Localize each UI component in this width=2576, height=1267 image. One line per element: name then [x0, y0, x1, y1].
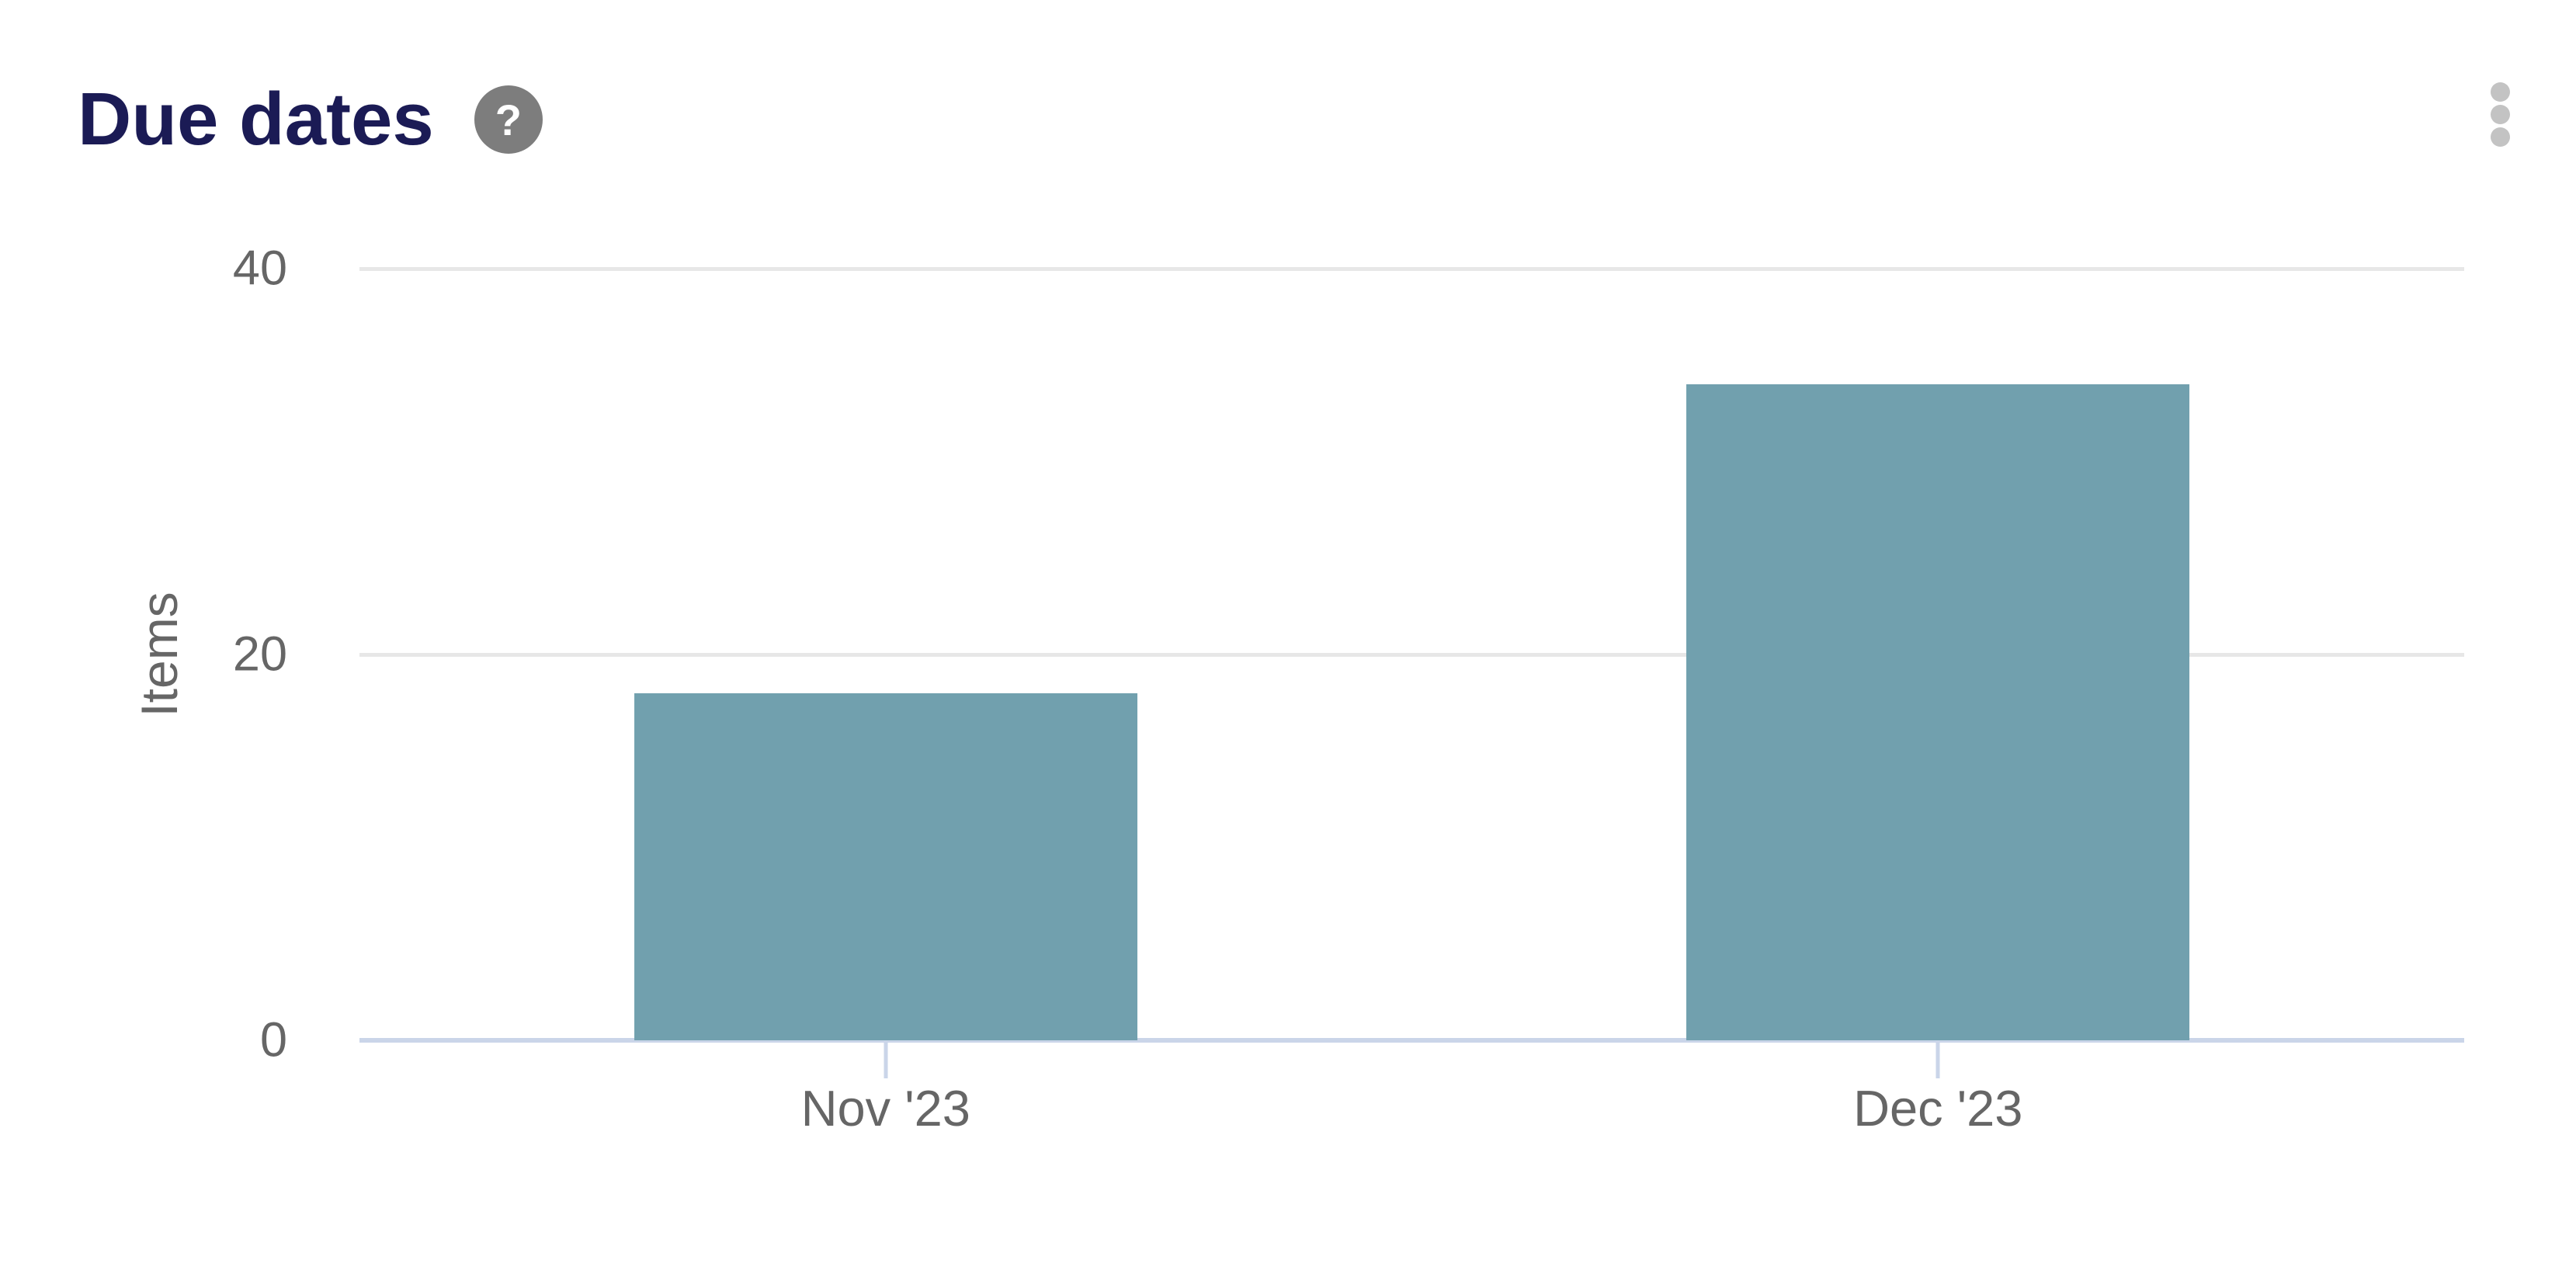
widget-header: Due dates ?: [78, 68, 543, 171]
bar-nov-23[interactable]: [634, 693, 1137, 1040]
kebab-dot: [2491, 82, 2510, 102]
y-axis: 0 20 40: [0, 244, 287, 1064]
y-tick-label: 0: [259, 1012, 287, 1067]
x-axis-tick: [1935, 1043, 1940, 1078]
kebab-menu-icon[interactable]: [2487, 79, 2513, 150]
x-axis-tick: [884, 1043, 888, 1078]
bar-dec-23[interactable]: [1686, 384, 2190, 1040]
x-axis-line: [359, 1038, 2464, 1043]
help-icon[interactable]: ?: [474, 85, 543, 154]
gridline: [359, 653, 2464, 657]
y-tick-label: 40: [232, 241, 287, 296]
x-axis: Nov '23 Dec '23: [359, 1040, 2464, 1165]
kebab-dot: [2491, 127, 2510, 147]
x-tick-label: Dec '23: [1853, 1080, 2023, 1137]
plot-area: [359, 267, 2464, 1043]
kebab-dot: [2491, 105, 2510, 124]
x-tick-label: Nov '23: [800, 1080, 970, 1137]
gridline: [359, 267, 2464, 271]
page-title: Due dates: [78, 78, 434, 161]
y-tick-label: 20: [232, 627, 287, 682]
